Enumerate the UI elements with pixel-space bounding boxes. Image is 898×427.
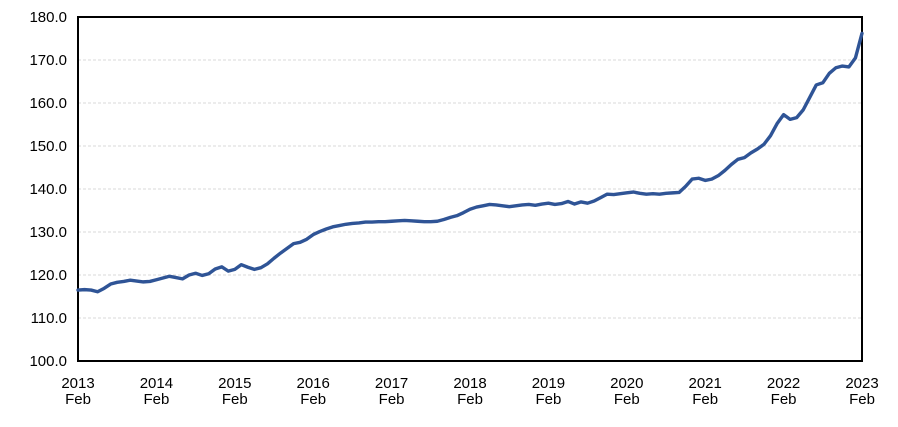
x-tick-year-label: 2021 [689, 375, 722, 392]
y-tick-label: 130.0 [29, 224, 67, 241]
x-tick-month-label: Feb [300, 391, 326, 408]
x-tick-year-label: 2014 [140, 375, 173, 392]
x-tick-year-label: 2016 [297, 375, 330, 392]
plot-border [77, 16, 863, 362]
y-tick-label: 160.0 [29, 95, 67, 112]
y-tick-label: 140.0 [29, 181, 67, 198]
y-tick-label: 120.0 [29, 267, 67, 284]
y-tick-label: 100.0 [29, 353, 67, 370]
y-tick-label: 110.0 [31, 310, 67, 327]
y-tick-label: 180.0 [29, 9, 67, 26]
x-tick-month-label: Feb [771, 391, 797, 408]
x-tick-year-label: 2022 [767, 375, 800, 392]
x-tick-month-label: Feb [849, 391, 875, 408]
y-tick-label: 170.0 [29, 52, 67, 69]
x-tick-month-label: Feb [535, 391, 561, 408]
x-tick-year-label: 2015 [218, 375, 251, 392]
x-tick-month-label: Feb [692, 391, 718, 408]
data-series-line [76, 31, 864, 294]
x-tick-year-label: 2019 [532, 375, 565, 392]
x-tick-year-label: 2017 [375, 375, 408, 392]
x-tick-month-label: Feb [65, 391, 91, 408]
x-tick-month-label: Feb [143, 391, 169, 408]
x-tick-year-label: 2020 [610, 375, 643, 392]
x-tick-year-label: 2023 [845, 375, 878, 392]
x-tick-month-label: Feb [457, 391, 483, 408]
x-tick-month-label: Feb [379, 391, 405, 408]
x-tick-year-label: 2018 [453, 375, 486, 392]
x-tick-month-label: Feb [614, 391, 640, 408]
x-tick-month-label: Feb [222, 391, 248, 408]
x-tick-year-label: 2013 [61, 375, 94, 392]
y-tick-label: 150.0 [29, 138, 67, 155]
